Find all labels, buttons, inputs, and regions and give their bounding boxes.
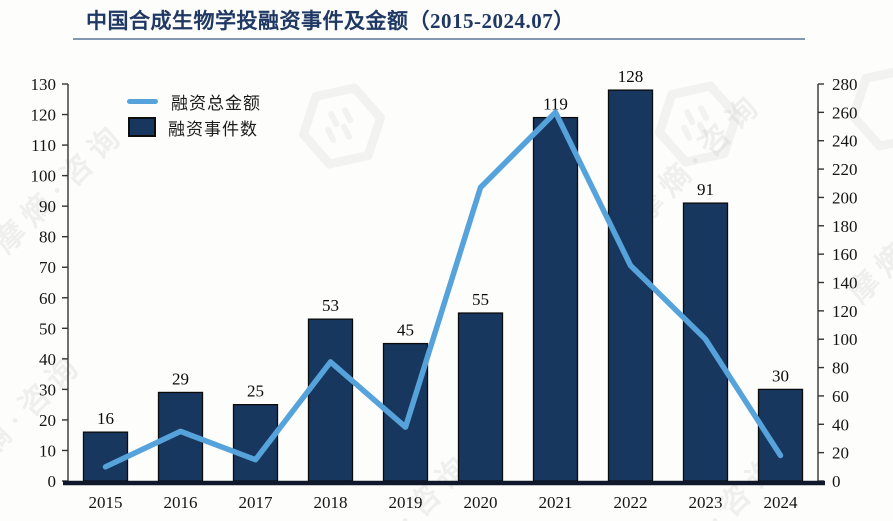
right-axis-tick-label: 100 [832,330,858,349]
x-axis-label: 2017 [239,493,274,512]
right-axis-tick-label: 240 [832,132,858,151]
bar-value-label: 53 [322,296,339,315]
left-axis-tick-label: 120 [31,106,57,125]
bar-2020 [457,312,504,482]
right-axis-tick-label: 200 [832,188,858,207]
bar-value-label: 30 [772,366,789,385]
bar-value-label: 128 [618,67,644,86]
right-axis-tick-label: 120 [832,302,858,321]
x-axis-label: 2015 [89,493,123,512]
legend-bar-swatch [128,117,156,137]
chart-legend: 融资总金额 融资事件数 [127,88,261,140]
bar-value-label: 119 [543,95,568,114]
x-axis-label: 2024 [764,493,799,512]
right-axis-tick-label: 280 [832,75,858,94]
left-axis-tick-label: 0 [48,472,57,491]
x-axis-label: 2020 [464,493,498,512]
right-axis-tick-label: 220 [832,160,858,179]
left-axis-tick-label: 70 [39,258,56,277]
legend-label-amount: 融资总金额 [171,93,261,113]
x-axis-label: 2021 [539,493,573,512]
right-axis-tick-label: 40 [832,415,849,434]
legend-item-amount: 融资总金额 [127,88,261,114]
legend-line-swatch [127,98,158,104]
bar-value-label: 91 [697,180,714,199]
bar-2019 [382,342,429,482]
right-axis-tick-label: 140 [832,274,858,293]
bar-value-label: 16 [97,409,114,428]
bar-value-label: 29 [172,369,189,388]
right-axis-tick-label: 0 [832,472,841,491]
bar-2021 [532,116,579,482]
bar-value-label: 55 [472,290,489,309]
left-axis-tick-label: 10 [39,441,56,460]
page-title: 中国合成生物学投融资事件及金额（2015-2024.07） [86,9,575,33]
right-axis-tick-label: 60 [832,387,849,406]
x-axis-label: 2018 [314,493,348,512]
legend-label-events: 融资事件数 [168,119,258,139]
left-axis-tick-label: 40 [39,350,56,369]
bar-2022 [607,89,654,482]
bar-value-label: 45 [397,321,414,340]
x-axis-label: 2022 [614,493,648,512]
legend-item-events: 融资事件数 [127,114,261,140]
left-axis-tick-label: 90 [39,197,56,216]
left-axis-tick-label: 110 [31,136,56,155]
bar-2018 [307,318,354,482]
right-axis-tick-label: 80 [832,359,849,378]
left-axis-tick-label: 100 [31,167,57,186]
title-underline [73,38,805,40]
left-axis-tick-label: 50 [39,319,56,338]
right-axis-tick-label: 160 [832,245,858,264]
x-axis-label: 2019 [389,493,423,512]
left-axis-tick-label: 20 [39,411,56,430]
bar-value-label: 25 [247,382,264,401]
left-axis-tick-label: 80 [39,228,56,247]
right-axis-tick-label: 20 [832,444,849,463]
left-axis-tick-label: 60 [39,289,56,308]
right-axis-tick-label: 260 [832,103,858,122]
x-axis-label: 2016 [164,493,198,512]
x-axis-label: 2023 [689,493,723,512]
right-axis-tick-label: 180 [832,217,858,236]
left-axis-tick-label: 30 [39,380,56,399]
amount-line [102,109,784,470]
left-axis-tick-label: 130 [31,75,57,94]
